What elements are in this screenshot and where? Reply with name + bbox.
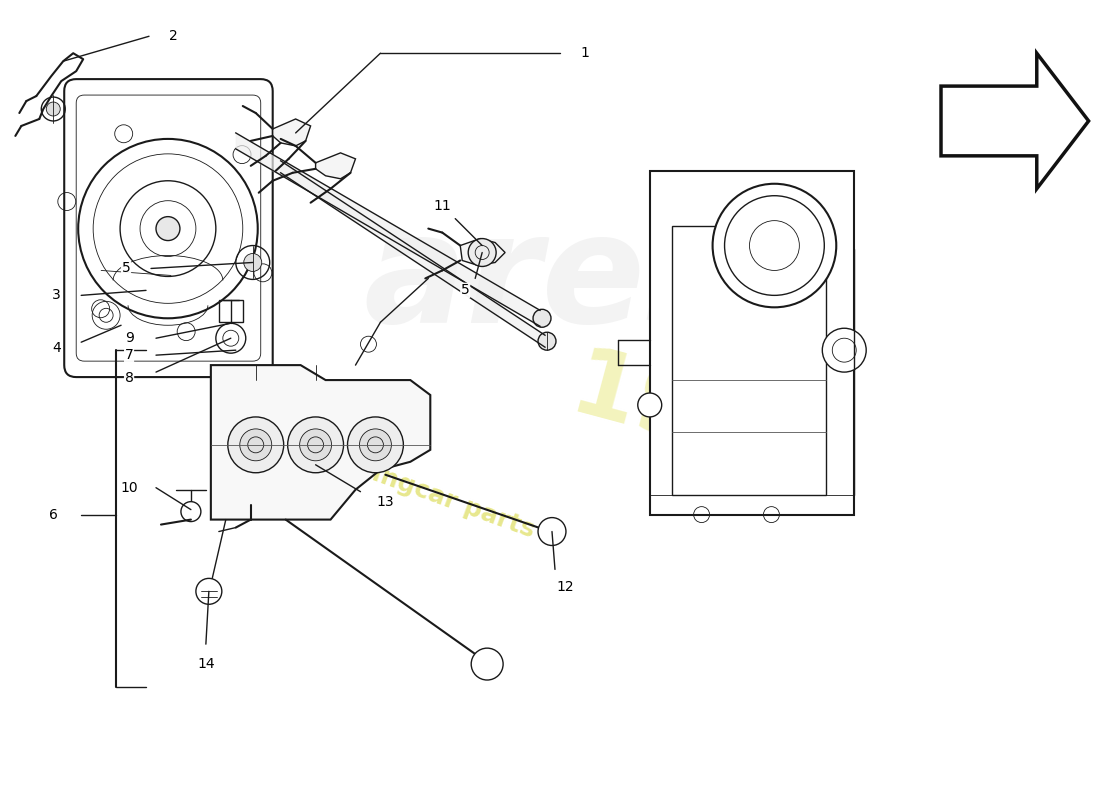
Circle shape [360, 429, 392, 461]
Polygon shape [273, 119, 310, 146]
Polygon shape [211, 365, 430, 519]
Circle shape [244, 254, 262, 271]
Circle shape [180, 502, 201, 522]
Circle shape [823, 328, 866, 372]
Text: 11: 11 [433, 198, 451, 213]
Text: 4: 4 [52, 341, 60, 355]
Circle shape [156, 217, 180, 241]
Circle shape [638, 393, 662, 417]
Text: 3: 3 [52, 288, 60, 302]
Text: 5: 5 [122, 262, 131, 275]
Circle shape [196, 578, 222, 604]
Circle shape [299, 429, 331, 461]
Text: ares: ares [363, 206, 737, 355]
Text: 10: 10 [120, 481, 138, 494]
Text: 13: 13 [376, 494, 394, 509]
Circle shape [348, 417, 404, 473]
Bar [650, 170, 855, 514]
Text: 14: 14 [197, 657, 215, 671]
Text: 1: 1 [581, 46, 590, 60]
FancyBboxPatch shape [64, 79, 273, 377]
Circle shape [534, 310, 551, 327]
Text: 5: 5 [461, 283, 470, 298]
Text: 6: 6 [48, 508, 57, 522]
Bar [672, 226, 826, 494]
Polygon shape [460, 238, 505, 266]
Text: 9: 9 [124, 331, 133, 346]
Circle shape [713, 184, 836, 307]
Text: 8: 8 [124, 371, 133, 385]
Circle shape [538, 518, 566, 546]
Circle shape [471, 648, 503, 680]
Circle shape [240, 429, 272, 461]
Circle shape [538, 332, 556, 350]
Circle shape [469, 238, 496, 266]
Text: 1985: 1985 [561, 342, 838, 498]
Text: 12: 12 [557, 580, 574, 594]
Text: a racingcar parts: a racingcar parts [302, 437, 538, 542]
Bar [219, 300, 243, 322]
Circle shape [46, 102, 60, 116]
Text: 2: 2 [168, 30, 177, 43]
Circle shape [216, 323, 245, 353]
Polygon shape [940, 54, 1089, 189]
Circle shape [228, 417, 284, 473]
Polygon shape [316, 153, 355, 178]
Text: 7: 7 [124, 348, 133, 362]
Circle shape [288, 417, 343, 473]
